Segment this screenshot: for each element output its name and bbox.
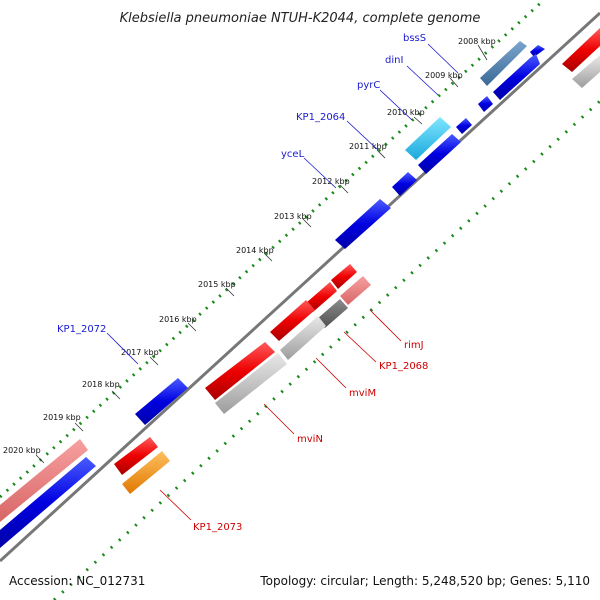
gene-label-bssS[interactable]: bssS (403, 33, 426, 44)
tick-label: 2016 kbp (159, 315, 197, 324)
tick-mark (35, 454, 45, 464)
genome-summary-text: Topology: circular; Length: 5,248,520 bp… (259, 574, 590, 588)
leader-line (379, 89, 413, 121)
gene-arrow[interactable] (270, 300, 315, 341)
leader-line (346, 120, 379, 151)
gene-label-KP1_2068[interactable]: KP1_2068 (379, 361, 428, 372)
gene-label-KP1_2064[interactable]: KP1_2064 (296, 112, 345, 123)
tick-mark (149, 356, 159, 366)
gene-arrow[interactable] (114, 437, 158, 475)
tick-label: 2011 kbp (349, 142, 387, 151)
tick-mark (74, 422, 84, 432)
gene-arrow-mviN[interactable] (215, 353, 287, 414)
tick-mark (477, 44, 488, 61)
gene-arrow-pyrC[interactable] (456, 118, 472, 134)
tick-mark (376, 149, 386, 159)
tick-label: 2010 kbp (387, 108, 425, 117)
tick-label: 2017 kbp (121, 348, 159, 357)
gene-arrow-dinI[interactable] (493, 54, 540, 100)
gene-arrow-KP1_2073[interactable] (122, 451, 170, 494)
accession-text: Accession: NC_012731 (9, 574, 145, 588)
map-title: Klebsiella pneumoniae NTUH-K2044, comple… (120, 11, 481, 26)
leader-line (406, 65, 439, 96)
gene-arrow[interactable] (335, 199, 391, 249)
tick-label: 2015 kbp (198, 280, 236, 289)
gene-arrow[interactable] (478, 96, 493, 112)
gene-label-dinI[interactable]: dinI (385, 55, 403, 66)
kbp-ticks: 2008 kbp 2009 kbp 2010 kbp 2011 kbp 2012… (3, 37, 496, 464)
tick-mark (225, 287, 235, 297)
gene-arrow-edge-left[interactable] (0, 439, 88, 522)
tick-mark (339, 184, 349, 194)
leader-line (159, 489, 192, 521)
leader-line (106, 332, 139, 365)
tick-mark (449, 77, 459, 88)
gene-arrow-KP1_2064[interactable] (405, 117, 451, 160)
tick-label: 2014 kbp (236, 246, 274, 255)
gene-label-yceL[interactable]: yceL (281, 149, 305, 160)
gene-label-mviN[interactable]: mviN (297, 434, 323, 445)
gene-arrow[interactable] (331, 264, 357, 289)
inner-tick-track (52, 99, 600, 600)
tick-label: 2020 kbp (3, 446, 41, 455)
forward-strand-features (135, 28, 600, 425)
gene-arrow-edge-right[interactable] (562, 28, 600, 72)
leader-line (343, 331, 377, 363)
genome-backbone (0, 11, 600, 563)
gene-label-pyrC[interactable]: pyrC (357, 80, 380, 91)
forward-gene-labels: bssS dinI pyrC KP1_2064 yceL KP1_2072 (57, 33, 459, 365)
tick-mark (302, 218, 312, 228)
leader-line (263, 403, 295, 435)
gene-arrow[interactable] (306, 282, 337, 312)
tick-label: 2009 kbp (425, 71, 463, 80)
gene-arrow-small[interactable] (530, 45, 545, 57)
outer-tick-track (0, 0, 547, 499)
gene-arrow-KP1_2072[interactable] (135, 378, 188, 425)
gene-label-KP1_2073[interactable]: KP1_2073 (193, 522, 242, 533)
gene-arrow-KP1_2068[interactable] (317, 299, 348, 328)
gene-arrow-edge-left[interactable] (0, 457, 96, 548)
gene-arrow-bssS[interactable] (480, 41, 527, 86)
gene-arrow-edge-right[interactable] (572, 55, 600, 88)
gene-label-mviM[interactable]: mviM (349, 388, 376, 399)
gene-label-KP1_2072[interactable]: KP1_2072 (57, 324, 106, 335)
gene-label-rimJ[interactable]: rimJ (404, 340, 424, 351)
gene-arrow-yceL[interactable] (392, 172, 417, 196)
tick-mark (111, 390, 121, 400)
leader-line (303, 157, 337, 189)
tick-label: 2019 kbp (43, 413, 81, 422)
gene-arrow[interactable] (418, 134, 461, 174)
tick-mark (413, 116, 423, 125)
reverse-strand-features (0, 55, 600, 548)
tick-label: 2008 kbp (458, 37, 496, 46)
leader-line (369, 309, 402, 342)
reverse-gene-labels: rimJ KP1_2068 mviM mviN KP1_2073 (159, 309, 428, 533)
tick-mark (263, 252, 273, 262)
tick-label: 2013 kbp (274, 212, 312, 221)
tick-label: 2018 kbp (82, 380, 120, 389)
leader-line (315, 357, 347, 389)
tick-mark (187, 322, 197, 332)
tick-label: 2012 kbp (312, 177, 350, 186)
leader-line (427, 43, 459, 74)
gene-arrow-rimJ[interactable] (340, 276, 371, 305)
gene-arrow-mviM[interactable] (280, 316, 326, 360)
gene-arrow[interactable] (205, 342, 275, 400)
